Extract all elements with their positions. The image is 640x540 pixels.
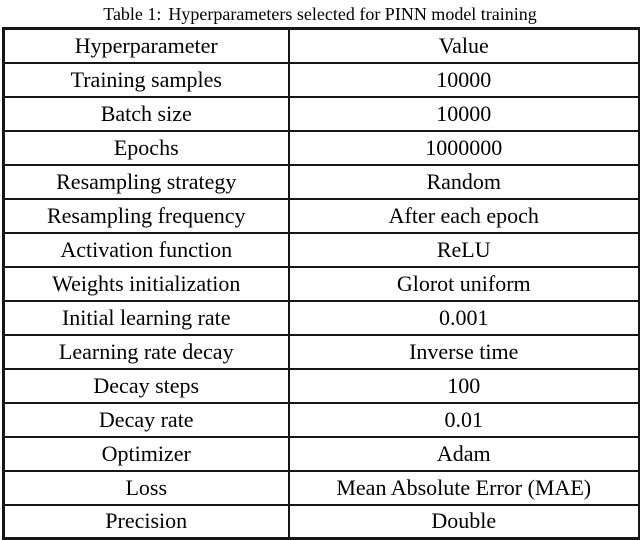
table-row: Resampling strategy Random bbox=[2, 163, 640, 200]
value-cell: 10000 bbox=[287, 95, 640, 132]
table-row: Resampling frequency After each epoch bbox=[2, 197, 640, 234]
hyperparameter-cell: Batch size bbox=[2, 95, 290, 132]
hyperparameters-table: Hyperparameter Value Training samples 10… bbox=[2, 27, 640, 540]
table-row: Weights initialization Glorot uniform bbox=[2, 265, 640, 302]
hyperparameter-cell: Learning rate decay bbox=[2, 333, 290, 370]
hyperparameter-cell: Resampling strategy bbox=[2, 163, 290, 200]
value-cell: Adam bbox=[287, 435, 640, 472]
table-row: Precision Double bbox=[2, 503, 640, 540]
table-row: Decay rate 0.01 bbox=[2, 401, 640, 438]
value-cell: Double bbox=[287, 503, 640, 540]
hyperparameter-cell: Decay rate bbox=[2, 401, 290, 438]
table-row: Initial learning rate 0.001 bbox=[2, 299, 640, 336]
table-caption-label: Table 1: bbox=[103, 4, 162, 24]
table-row: Loss Mean Absolute Error (MAE) bbox=[2, 469, 640, 506]
table-row: Activation function ReLU bbox=[2, 231, 640, 268]
value-cell: Random bbox=[287, 163, 640, 200]
value-cell: 0.01 bbox=[287, 401, 640, 438]
table-caption: Table 1: Hyperparameters selected for PIN… bbox=[0, 2, 640, 26]
value-cell: 1000000 bbox=[287, 129, 640, 166]
table-row: Decay steps 100 bbox=[2, 367, 640, 404]
column-header-hyperparameter: Hyperparameter bbox=[2, 27, 290, 64]
value-cell: 0.001 bbox=[287, 299, 640, 336]
table-row: Batch size 10000 bbox=[2, 95, 640, 132]
value-cell: 100 bbox=[287, 367, 640, 404]
table-row: Epochs 1000000 bbox=[2, 129, 640, 166]
value-cell: ReLU bbox=[287, 231, 640, 268]
table-header-row: Hyperparameter Value bbox=[2, 27, 640, 64]
hyperparameter-cell: Optimizer bbox=[2, 435, 290, 472]
column-header-value: Value bbox=[287, 27, 640, 64]
hyperparameter-cell: Initial learning rate bbox=[2, 299, 290, 336]
hyperparameter-cell: Precision bbox=[2, 503, 290, 540]
value-cell: After each epoch bbox=[287, 197, 640, 234]
hyperparameter-cell: Epochs bbox=[2, 129, 290, 166]
value-cell: Inverse time bbox=[287, 333, 640, 370]
hyperparameter-cell: Weights initialization bbox=[2, 265, 290, 302]
table-row: Training samples 10000 bbox=[2, 61, 640, 98]
value-cell: 10000 bbox=[287, 61, 640, 98]
hyperparameter-cell: Decay steps bbox=[2, 367, 290, 404]
value-cell: Glorot uniform bbox=[287, 265, 640, 302]
hyperparameter-cell: Loss bbox=[2, 469, 290, 506]
hyperparameter-cell: Resampling frequency bbox=[2, 197, 290, 234]
value-cell: Mean Absolute Error (MAE) bbox=[287, 469, 640, 506]
hyperparameter-cell: Training samples bbox=[2, 61, 290, 98]
hyperparameter-cell: Activation function bbox=[2, 231, 290, 268]
table-caption-text: Hyperparameters selected for PINN model … bbox=[168, 4, 537, 24]
table-row: Optimizer Adam bbox=[2, 435, 640, 472]
table-row: Learning rate decay Inverse time bbox=[2, 333, 640, 370]
